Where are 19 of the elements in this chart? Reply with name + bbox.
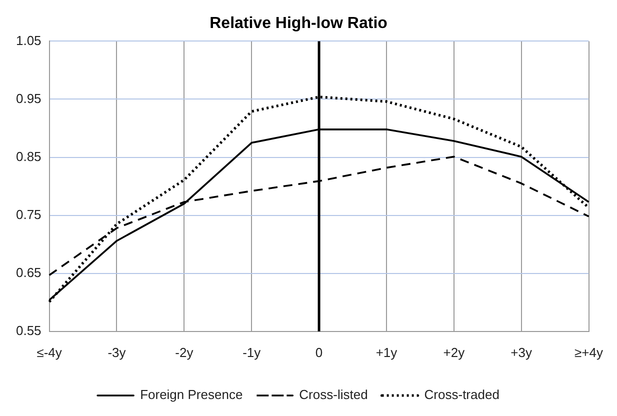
legend-label: Foreign Presence (140, 387, 243, 402)
y-tick-label: 1.05 (16, 32, 42, 48)
legend-label: Cross-traded (424, 387, 500, 402)
x-tick-label: -2y (175, 344, 194, 360)
x-tick-label: ≥+4y (574, 344, 604, 360)
y-tick-label: 0.65 (16, 264, 42, 280)
x-tick-label: ≤-4y (36, 344, 62, 360)
chart-title: Relative High-low Ratio (210, 15, 388, 32)
x-tick-label: -1y (242, 344, 262, 360)
y-tick-label: 0.95 (16, 90, 42, 106)
y-tick-label: 0.75 (16, 206, 42, 222)
x-tick-label: -3y (108, 344, 126, 360)
legend-label: Cross-listed (299, 387, 368, 402)
x-tick-label: +1y (376, 344, 398, 360)
y-tick-label: 0.85 (16, 148, 42, 164)
x-tick-label: +3y (510, 344, 532, 360)
x-tick-label: 0 (315, 344, 323, 360)
x-tick-label: +2y (443, 344, 466, 360)
y-tick-label: 0.55 (16, 322, 42, 338)
